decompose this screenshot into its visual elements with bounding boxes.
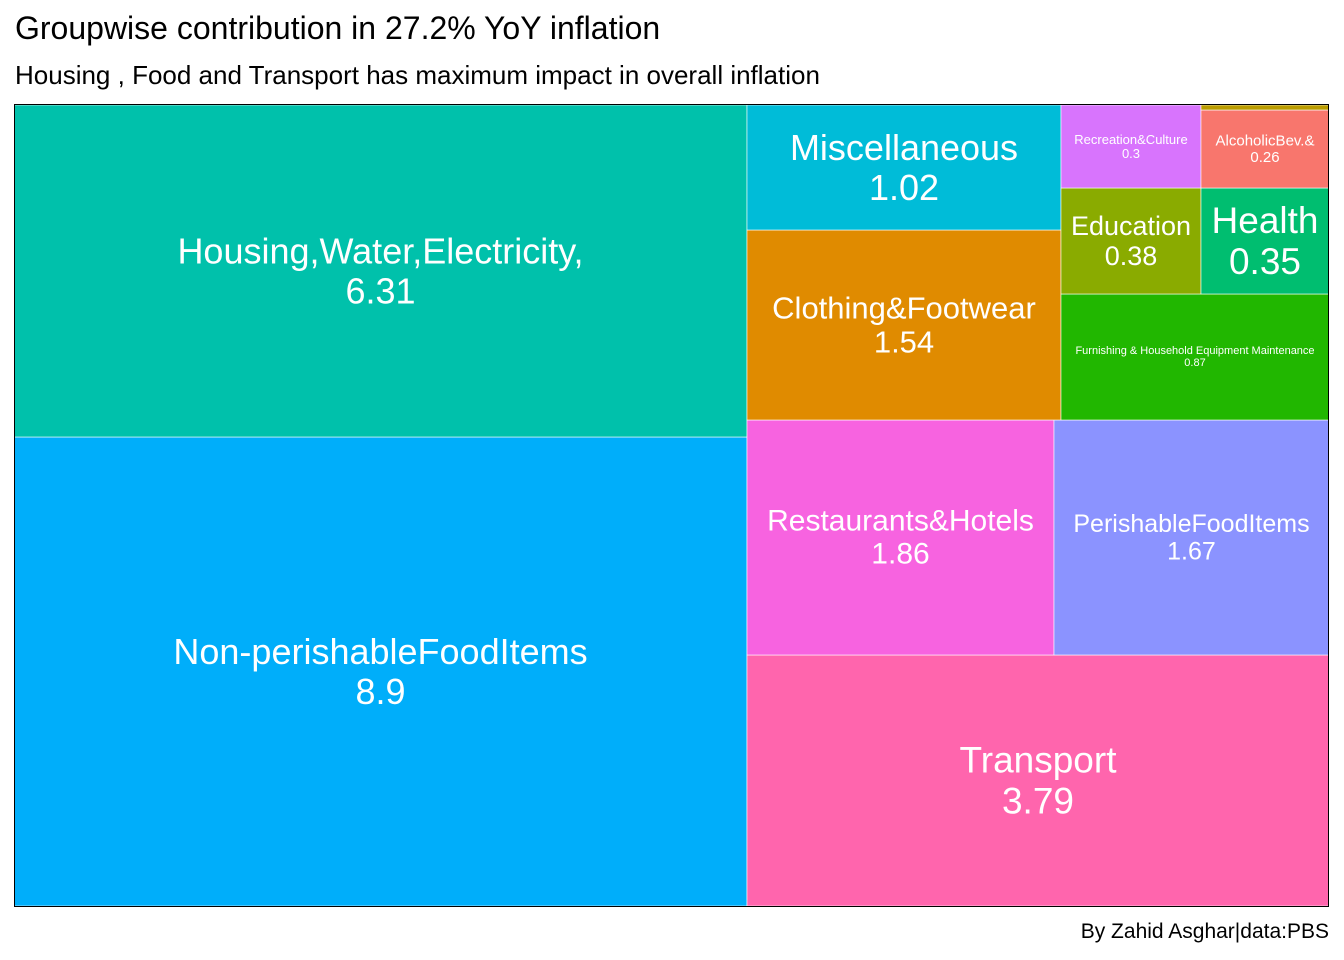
treemap-tile-perishable (1053, 419, 1330, 656)
tile-value-alcoholic: 0.26 (1250, 149, 1279, 166)
tile-label-clothing: Clothing&Footwear (772, 290, 1036, 325)
tile-label-perishable: PerishableFoodItems (1073, 510, 1309, 538)
tile-value-health: 0.35 (1229, 241, 1301, 282)
tile-label-alcoholic: AlcoholicBev.& (1216, 132, 1315, 149)
chart-title: Groupwise contribution in 27.2% YoY infl… (15, 10, 661, 46)
tile-label-transport: Transport (960, 740, 1118, 781)
tile-label-restaurants: Restaurants&Hotels (767, 505, 1034, 538)
tile-value-recreation: 0.3 (1122, 146, 1140, 161)
tile-label-furnishing: Furnishing & Household Equipment Mainten… (1075, 345, 1314, 357)
tile-label-housing: Housing,Water,Electricity, (177, 231, 583, 272)
tile-value-nonperishable: 8.9 (355, 671, 405, 712)
tile-label-nonperishable: Non-perishableFoodItems (173, 631, 587, 672)
tile-value-perishable: 1.67 (1167, 537, 1216, 565)
treemap-tile-transport (746, 654, 1330, 907)
tile-label-health: Health (1212, 200, 1319, 241)
treemap-tile-health (1200, 187, 1330, 295)
tile-value-clothing: 1.54 (874, 325, 934, 360)
tile-value-restaurants: 1.86 (871, 538, 929, 571)
tile-label-recreation: Recreation&Culture (1074, 132, 1187, 147)
treemap-tile-housing (13, 104, 748, 438)
treemap-tile-furnishing (1060, 293, 1330, 421)
tile-label-misc: Miscellaneous (790, 127, 1018, 168)
chart-subtitle: Housing , Food and Transport has maximum… (15, 60, 820, 90)
plot-frame (14, 104, 1329, 907)
treemap-tile-misc (746, 104, 1062, 231)
tile-value-education: 0.38 (1105, 241, 1158, 271)
treemap-tile-clothing (746, 229, 1062, 421)
treemap-tile-recreation (1060, 104, 1202, 189)
tile-label-education: Education (1071, 211, 1191, 241)
tile-value-furnishing: 0.87 (1184, 357, 1205, 369)
treemap-tile-communication (1200, 104, 1330, 111)
tile-value-misc: 1.02 (869, 167, 939, 208)
treemap-tile-education (1060, 187, 1202, 295)
tile-value-transport: 3.79 (1002, 780, 1074, 821)
chart-caption: By Zahid Asghar|data:PBS (1080, 920, 1329, 943)
treemap-tile-nonperishable (13, 436, 748, 907)
treemap-tile-alcoholic (1200, 109, 1330, 189)
tile-value-housing: 6.31 (345, 270, 415, 311)
